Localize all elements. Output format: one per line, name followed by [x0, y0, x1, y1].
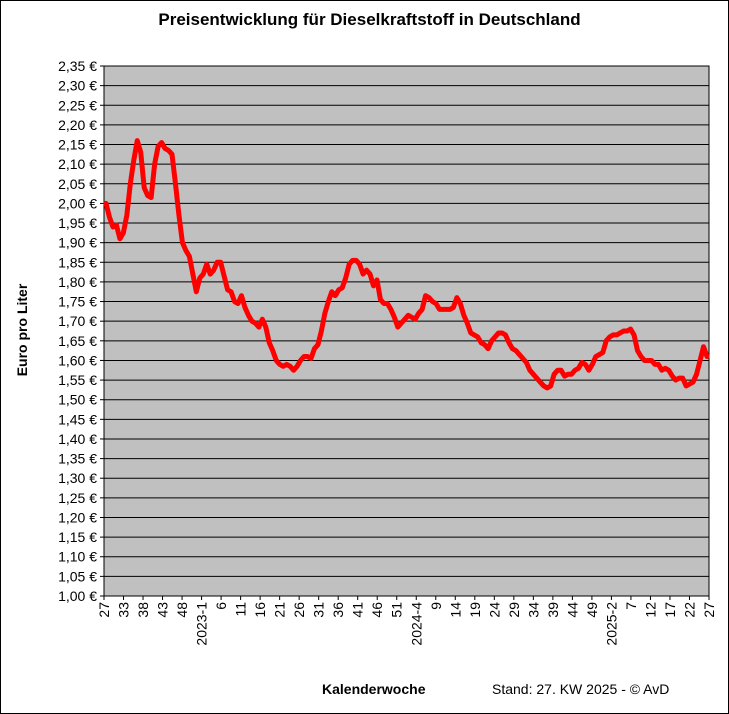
y-tick-label: 1,15 € — [58, 529, 97, 545]
chart-title: Preisentwicklung für Dieselkraftstoff in… — [158, 10, 581, 29]
y-tick-label: 1,20 € — [58, 509, 97, 525]
x-tick-label: 2025-2 — [603, 602, 619, 646]
x-tick-label: 21 — [272, 602, 288, 618]
y-axis-ticks: 1,00 € 1,05 € 1,10 € 1,15 € 1,20 € 1,25 € 1,30… — [58, 58, 104, 604]
x-tick-label: 12 — [642, 602, 658, 618]
y-tick-label: 1,70 € — [58, 313, 97, 329]
x-tick-label: 27 — [701, 602, 717, 618]
y-tick-label: 1,30 € — [58, 470, 97, 486]
y-tick-label: 1,05 € — [58, 568, 97, 584]
x-tick-label: 29 — [506, 602, 522, 618]
y-tick-label: 1,55 € — [58, 372, 97, 388]
x-tick-label: 22 — [681, 602, 697, 618]
x-tick-label: 34 — [525, 602, 541, 618]
x-tick-label: 17 — [662, 602, 678, 618]
x-tick-label: 41 — [350, 602, 366, 618]
x-tick-label: 26 — [291, 602, 307, 618]
x-tick-label: 14 — [447, 602, 463, 618]
y-tick-label: 1,80 € — [58, 274, 97, 290]
x-tick-label: 48 — [174, 602, 190, 618]
y-tick-label: 2,25 € — [58, 97, 97, 113]
y-tick-label: 1,35 € — [58, 451, 97, 467]
x-tick-label: 7 — [623, 602, 639, 610]
x-tick-label: 9 — [428, 602, 444, 610]
x-tick-label: 31 — [311, 602, 327, 618]
y-tick-label: 2,05 € — [58, 176, 97, 192]
y-tick-label: 2,00 € — [58, 195, 97, 211]
y-axis-label: Euro pro Liter — [14, 283, 30, 377]
x-tick-label: 33 — [116, 602, 132, 618]
y-tick-label: 1,45 € — [58, 411, 97, 427]
y-tick-label: 1,50 € — [58, 392, 97, 408]
x-tick-label: 16 — [252, 602, 268, 618]
y-tick-label: 1,10 € — [58, 549, 97, 565]
x-tick-label: 36 — [330, 602, 346, 618]
y-tick-label: 2,10 € — [58, 156, 97, 172]
plot-area — [103, 65, 710, 597]
y-tick-label: 1,60 € — [58, 352, 97, 368]
x-tick-label: 38 — [135, 602, 151, 618]
x-tick-label: 51 — [389, 602, 405, 618]
x-tick-label: 49 — [584, 602, 600, 618]
x-tick-label: 44 — [564, 602, 580, 618]
y-tick-label: 1,85 € — [58, 254, 97, 270]
series-line-diesel — [103, 138, 710, 391]
x-tick-label: 11 — [233, 602, 249, 617]
y-tick-label: 1,65 € — [58, 333, 97, 349]
y-tick-label: 2,30 € — [58, 78, 97, 94]
x-axis-label: Kalenderwoche — [322, 681, 426, 697]
x-tick-label: 46 — [369, 602, 385, 618]
y-tick-label: 1,00 € — [58, 588, 97, 604]
y-tick-label: 1,75 € — [58, 294, 97, 310]
x-tick-label: 6 — [213, 602, 229, 610]
y-tick-label: 2,20 € — [58, 117, 97, 133]
x-tick-label: 2024-4 — [408, 602, 424, 646]
x-tick-label: 39 — [545, 602, 561, 618]
x-tick-label: 27 — [96, 602, 112, 618]
y-tick-label: 2,35 € — [58, 58, 97, 74]
x-tick-label: 19 — [467, 602, 483, 618]
gridlines — [104, 85, 709, 577]
y-tick-label: 1,25 € — [58, 490, 97, 506]
x-axis-ticks: 27 33 38 43 48 2023-1 6 11 16 21 26 31 36 41 46 51 2024-… — [96, 596, 717, 646]
x-tick-label: 2023-1 — [194, 602, 210, 646]
x-tick-label: 43 — [155, 602, 171, 618]
y-tick-label: 1,95 € — [58, 215, 97, 231]
footer-status: Stand: 27. KW 2025 - © AvD — [492, 681, 670, 697]
y-tick-label: 1,40 € — [58, 431, 97, 447]
y-tick-label: 2,15 € — [58, 137, 97, 153]
x-tick-label: 24 — [486, 602, 502, 618]
y-tick-label: 1,90 € — [58, 235, 97, 251]
